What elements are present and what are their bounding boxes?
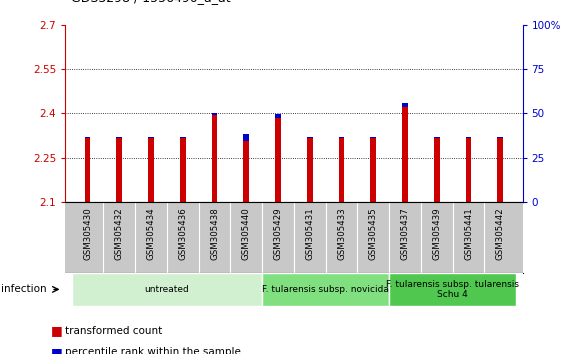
Text: GDS3298 / 1556490_a_at: GDS3298 / 1556490_a_at	[71, 0, 231, 4]
Text: GSM305435: GSM305435	[369, 207, 378, 260]
Bar	[466, 137, 471, 138]
Bar	[339, 137, 344, 138]
Text: GSM305439: GSM305439	[432, 207, 441, 260]
Bar	[85, 138, 90, 202]
Text: GSM305430: GSM305430	[83, 207, 92, 260]
Bar	[244, 141, 249, 202]
Text: GSM305437: GSM305437	[400, 207, 410, 260]
Bar	[212, 113, 218, 115]
Text: GSM305429: GSM305429	[274, 207, 282, 260]
Bar	[262, 273, 389, 306]
Text: F. tularensis subsp. tularensis
Schu 4: F. tularensis subsp. tularensis Schu 4	[386, 280, 519, 299]
Bar	[434, 137, 440, 138]
Text: untreated: untreated	[144, 285, 189, 294]
Text: GSM305433: GSM305433	[337, 207, 346, 260]
Bar	[498, 138, 503, 202]
Bar	[180, 137, 186, 138]
Bar	[275, 114, 281, 118]
Bar	[434, 138, 440, 202]
Bar	[180, 138, 186, 202]
Bar	[116, 138, 122, 202]
Bar	[339, 138, 344, 202]
Text: GSM305431: GSM305431	[306, 207, 314, 260]
Text: ■: ■	[51, 346, 63, 354]
Bar	[498, 137, 503, 138]
Bar	[148, 137, 154, 138]
Bar	[212, 115, 218, 202]
Text: GSM305434: GSM305434	[147, 207, 156, 260]
Text: GSM305438: GSM305438	[210, 207, 219, 260]
Bar	[402, 107, 408, 202]
Text: infection: infection	[1, 284, 46, 295]
Text: GSM305441: GSM305441	[464, 207, 473, 260]
Text: GSM305432: GSM305432	[115, 207, 124, 260]
Text: F. tularensis subsp. novicida: F. tularensis subsp. novicida	[262, 285, 389, 294]
Bar	[116, 137, 122, 138]
Text: percentile rank within the sample: percentile rank within the sample	[65, 347, 241, 354]
Bar	[402, 103, 408, 107]
Bar	[275, 118, 281, 202]
Text: GSM305442: GSM305442	[496, 207, 505, 260]
Bar	[307, 137, 312, 138]
Bar	[148, 138, 154, 202]
Bar	[85, 137, 90, 138]
Text: GSM305436: GSM305436	[178, 207, 187, 260]
Bar	[466, 138, 471, 202]
Bar	[389, 273, 516, 306]
Text: transformed count: transformed count	[65, 326, 162, 336]
Text: GSM305440: GSM305440	[242, 207, 251, 260]
Bar	[370, 138, 376, 202]
Bar	[72, 273, 262, 306]
Bar	[370, 137, 376, 138]
Bar	[307, 138, 312, 202]
Text: ■: ■	[51, 325, 63, 337]
Bar	[244, 134, 249, 141]
